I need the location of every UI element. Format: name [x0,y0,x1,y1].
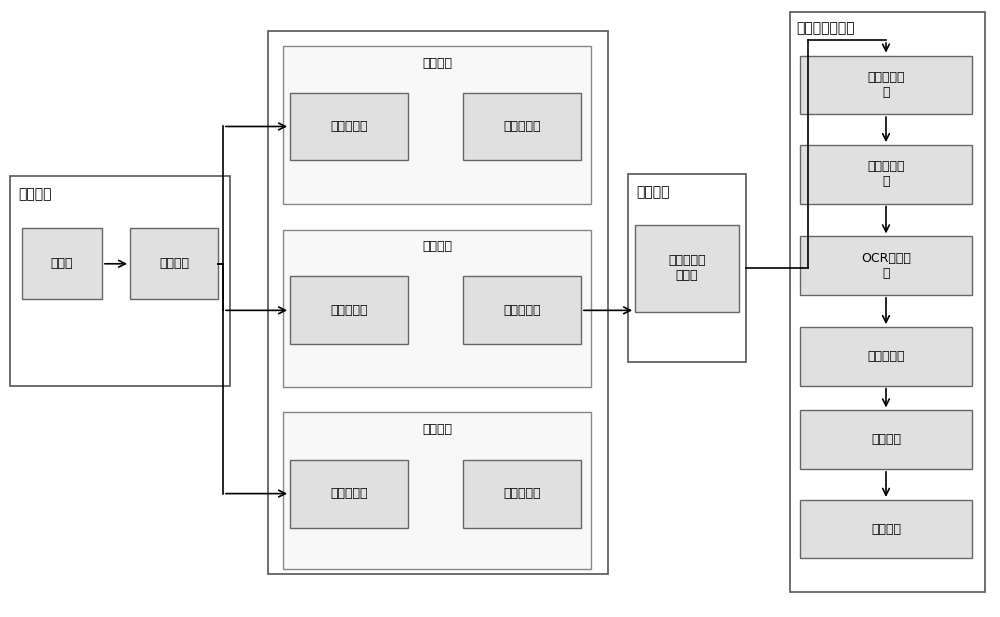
Bar [463,93,581,160]
Text: 打印模块: 打印模块 [422,423,452,436]
Bar [800,500,972,558]
Text: 进卡模块: 进卡模块 [18,188,52,201]
Bar [800,145,972,204]
Text: 芯片电写入: 芯片电写入 [330,304,368,317]
Bar [268,31,608,574]
Bar [130,228,218,299]
Text: 打印模块: 打印模块 [422,57,452,70]
Text: 卡面校正机
构: 卡面校正机 构 [867,71,905,99]
Text: 卡片分拣: 卡片分拣 [871,523,901,536]
Bar [463,460,581,528]
Text: 核验与分拣模块: 核验与分拣模块 [796,21,855,35]
Text: 芯片电写入: 芯片电写入 [330,487,368,500]
Bar [635,225,739,312]
Text: 覆全息激光
防伪膜: 覆全息激光 防伪膜 [668,254,706,283]
Bar [290,93,408,160]
Text: 发卡器: 发卡器 [51,257,73,270]
Text: 方向识别: 方向识别 [159,257,189,270]
Bar [283,46,591,204]
Text: 打印模块: 打印模块 [422,240,452,254]
Bar [800,236,972,295]
Text: OCR文字识
别: OCR文字识 别 [861,252,911,280]
Bar [290,460,408,528]
Text: 个人化打印: 个人化打印 [503,120,541,133]
Text: 二维码核验: 二维码核验 [867,350,905,363]
Bar [22,228,102,299]
Bar [800,56,972,114]
Text: 芯片电写入: 芯片电写入 [330,120,368,133]
Text: 芯片核验: 芯片核验 [871,433,901,446]
Text: 背面签注打
印: 背面签注打 印 [867,160,905,188]
Text: 个人化打印: 个人化打印 [503,304,541,317]
Bar [290,276,408,344]
Bar [800,410,972,469]
Text: 覆膜模块: 覆膜模块 [636,186,670,199]
Bar [10,176,230,386]
Bar [790,12,985,592]
Bar [463,276,581,344]
Bar [628,174,746,362]
Bar [800,327,972,386]
Text: 个人化打印: 个人化打印 [503,487,541,500]
Bar [283,230,591,387]
Bar [283,412,591,569]
